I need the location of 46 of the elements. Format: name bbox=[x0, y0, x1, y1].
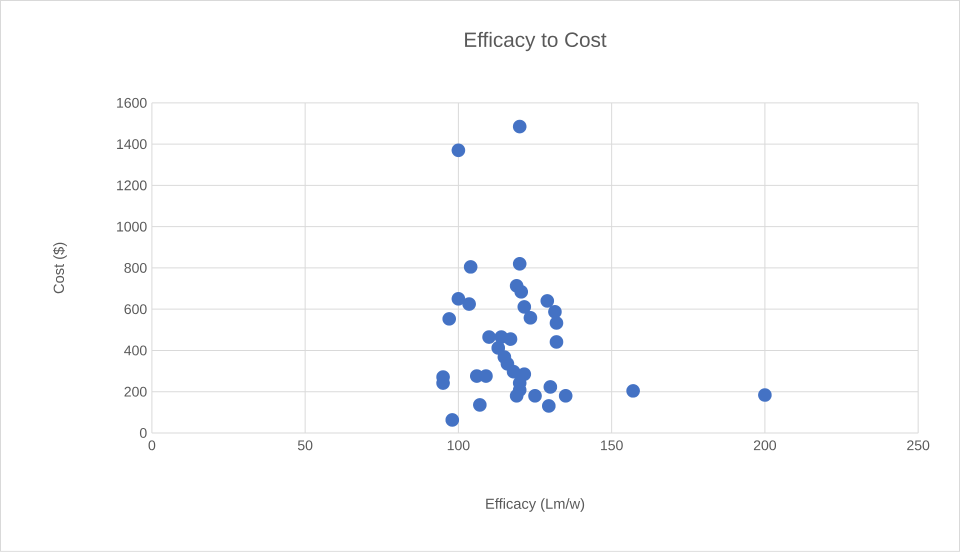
x-tick-label: 50 bbox=[298, 440, 312, 450]
y-tick-label: 1600 bbox=[117, 98, 147, 108]
point bbox=[464, 260, 478, 274]
point bbox=[479, 369, 493, 383]
x-tick-label: 100 bbox=[448, 440, 470, 450]
point bbox=[506, 364, 520, 379]
point bbox=[445, 413, 460, 427]
point bbox=[524, 311, 538, 325]
point bbox=[528, 389, 542, 403]
y-tick-label: 600 bbox=[124, 304, 147, 314]
x-tick-label: 150 bbox=[601, 440, 623, 450]
point bbox=[626, 384, 640, 398]
point bbox=[517, 300, 532, 314]
point bbox=[544, 380, 558, 394]
point bbox=[452, 144, 466, 158]
point bbox=[548, 305, 562, 319]
point bbox=[482, 330, 496, 344]
y-axis-title: Cost ($) bbox=[53, 242, 67, 294]
x-axis-title: Efficacy (Lm/w) bbox=[486, 498, 584, 512]
point bbox=[442, 312, 456, 326]
x-tick-label: 0 bbox=[148, 440, 156, 450]
point bbox=[550, 335, 564, 349]
y-tick-label: 1200 bbox=[117, 180, 147, 190]
point bbox=[452, 292, 466, 306]
point bbox=[491, 341, 506, 355]
y-tick-label: 200 bbox=[124, 386, 147, 397]
point bbox=[758, 388, 772, 402]
y-tick-label: 1000 bbox=[117, 222, 147, 232]
point bbox=[540, 294, 554, 308]
point bbox=[512, 120, 526, 134]
point bbox=[514, 285, 528, 299]
point bbox=[542, 399, 556, 413]
point bbox=[504, 332, 518, 346]
x-tick-label: 200 bbox=[754, 440, 776, 450]
point bbox=[462, 297, 476, 311]
x-tick-label: 250 bbox=[907, 440, 930, 450]
y-tick-label: 1400 bbox=[117, 139, 147, 150]
chart-title: Efficacy to Cost bbox=[465, 32, 606, 52]
point bbox=[558, 389, 572, 403]
y-tick-label: 400 bbox=[124, 346, 147, 356]
point bbox=[510, 389, 524, 403]
point bbox=[550, 316, 564, 330]
point bbox=[473, 398, 487, 412]
point bbox=[512, 257, 526, 271]
y-tick-label: 800 bbox=[124, 263, 147, 273]
y-tick-label: 0 bbox=[140, 428, 147, 438]
